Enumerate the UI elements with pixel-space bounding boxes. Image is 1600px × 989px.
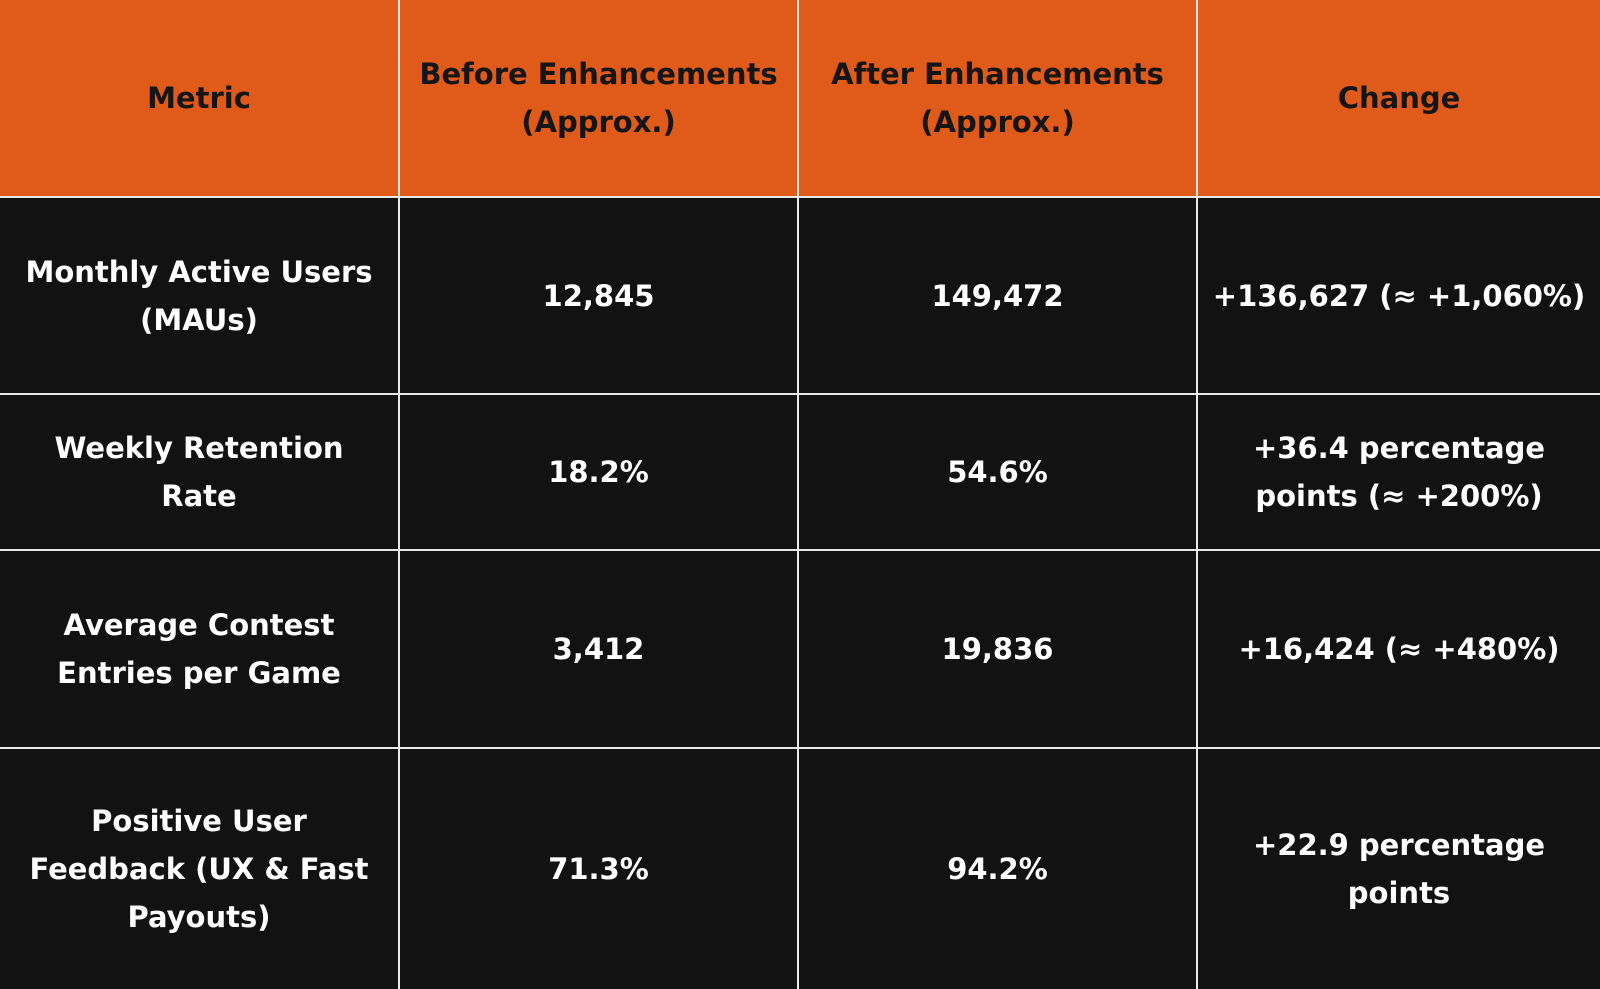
value-cell: 54.6%: [797, 393, 1198, 551]
header-row: Metric Before Enhancements (Approx.) After…: [0, 0, 1600, 198]
value-cell: 12,845: [398, 197, 799, 395]
table-row: Weekly Retention Rate 18.2% 54.6% +36.4 per…: [0, 393, 1600, 551]
header-cell: After Enhancements (Approx.): [797, 0, 1198, 198]
metric-cell: Weekly Retention Rate: [0, 393, 400, 551]
table-row: Monthly Active Users (MAUs) 12,845 149,472…: [0, 197, 1600, 395]
value-cell: 94.2%: [797, 747, 1198, 989]
table-row: Positive User Feedback (UX & Fast Payout…: [0, 747, 1600, 989]
table-row: Average Contest Entries per Game 3,412 19,…: [0, 549, 1600, 749]
metric-cell: Positive User Feedback (UX & Fast Payout…: [0, 747, 400, 989]
header-cell: Change: [1196, 0, 1600, 198]
value-cell: +16,424 (≈ +480%): [1196, 549, 1600, 749]
value-cell: +136,627 (≈ +1,060%): [1196, 197, 1600, 395]
value-cell: 3,412: [398, 549, 799, 749]
header-cell: Before Enhancements (Approx.): [398, 0, 799, 198]
value-cell: +22.9 percentage points: [1196, 747, 1600, 989]
header-cell: Metric: [0, 0, 400, 198]
value-cell: 19,836: [797, 549, 1198, 749]
value-cell: 18.2%: [398, 393, 799, 551]
metric-cell: Monthly Active Users (MAUs): [0, 197, 400, 395]
metric-cell: Average Contest Entries per Game: [0, 549, 400, 749]
value-cell: +36.4 percentage points (≈ +200%): [1196, 393, 1600, 551]
table-body: Monthly Active Users (MAUs) 12,845 149,472…: [0, 197, 1600, 989]
value-cell: 149,472: [797, 197, 1198, 395]
value-cell: 71.3%: [398, 747, 799, 989]
